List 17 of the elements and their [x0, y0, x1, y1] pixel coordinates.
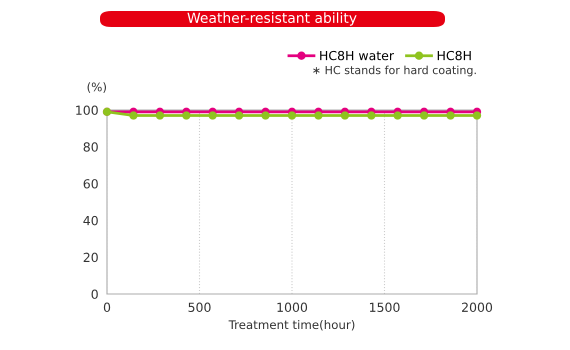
x-tick-label: 0 [104, 302, 110, 312]
legend-label: HC8H water [320, 50, 394, 60]
text: ∗ HC stands for hard coating. [313, 66, 476, 76]
chart-title: Weather-resistant ability [187, 12, 357, 26]
y-tick-label: 40 [83, 216, 98, 226]
y-axis-title: (%) [88, 82, 106, 93]
y-tick-label: 60 [84, 179, 98, 189]
y-tick-label: 80 [84, 142, 98, 152]
y-tick-label: 0 [92, 289, 98, 299]
y-tick-label: 100 [76, 105, 98, 115]
x-tick-label: 1000 [277, 302, 308, 312]
legend-label: HC8H [438, 50, 471, 60]
x-tick-label: 2000 [462, 302, 492, 312]
x-tick-label: 1500 [370, 302, 400, 312]
x-tick-label: 500 [188, 302, 211, 312]
x-axis-title: Treatment time(hour) [228, 320, 354, 331]
y-tick-label: 20 [84, 252, 98, 262]
